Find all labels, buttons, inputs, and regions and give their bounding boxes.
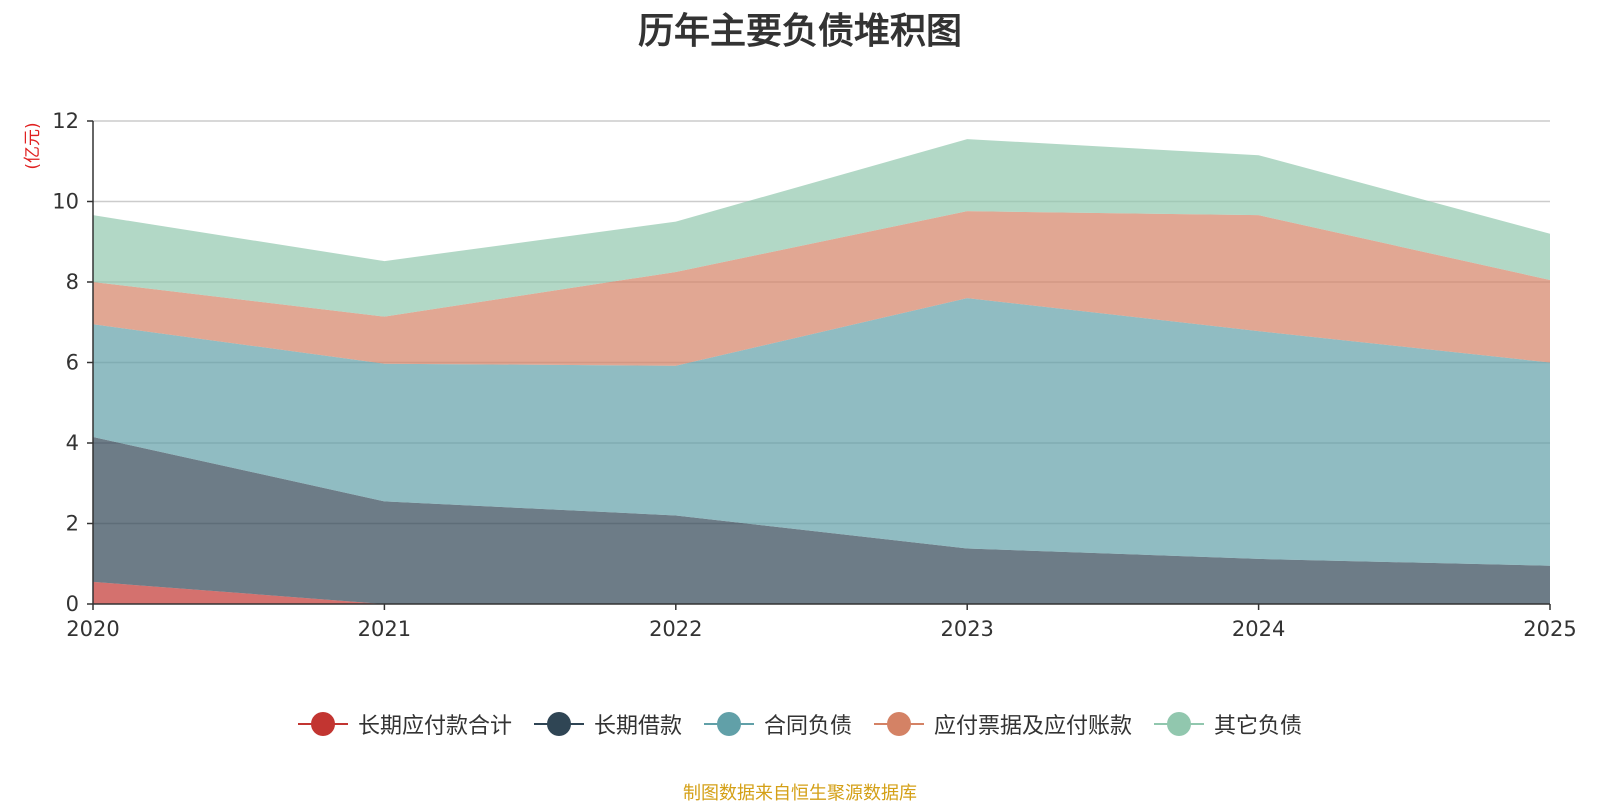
x-tick-label: 2025 <box>1523 617 1576 641</box>
y-tick-label: 12 <box>52 109 79 133</box>
y-tick-label: 8 <box>66 270 79 294</box>
legend-label: 长期借款 <box>593 714 682 739</box>
legend-marker <box>1154 711 1205 737</box>
legend-marker <box>703 711 754 737</box>
legend-item-3[interactable]: 合同负债 <box>703 708 852 740</box>
source-note: 制图数据来自恒生聚源数据库 <box>683 783 917 804</box>
legend-marker <box>874 711 924 737</box>
legend-label: 长期应付款合计 <box>357 714 512 739</box>
legend-marker-dot <box>310 712 335 736</box>
legend-marker <box>297 711 348 737</box>
y-axis-unit-label: (亿元) <box>23 122 43 169</box>
x-tick-label: 2024 <box>1232 617 1285 641</box>
chart-title: 历年主要负债堆积图 <box>637 11 962 52</box>
area-series-5 <box>93 139 1550 317</box>
legend-label: 合同负债 <box>763 714 852 739</box>
x-tick-label: 2021 <box>358 617 411 641</box>
area-series-2 <box>93 436 1550 604</box>
y-tick-label: 0 <box>66 592 79 616</box>
legend-label: 应付票据及应付账款 <box>934 714 1133 739</box>
y-tick-label: 4 <box>66 431 79 455</box>
area-series-3 <box>93 298 1550 566</box>
legend-item-4[interactable]: 应付票据及应付账款 <box>874 708 1132 740</box>
x-tick-label: 2023 <box>940 617 993 641</box>
y-tick-label: 6 <box>66 351 79 375</box>
area-series-4 <box>93 211 1550 366</box>
x-tick-label: 2022 <box>649 617 702 641</box>
axis-labels: 0 2 4 6 8 10 12 2020 2021 2022 2023 2024 2025 (亿元) <box>23 109 1577 641</box>
y-tick-label: 10 <box>52 190 79 214</box>
axes <box>87 120 1551 610</box>
legend-marker-dot <box>1167 712 1192 736</box>
area-series-1 <box>93 581 1550 604</box>
legend-marker <box>533 711 584 737</box>
y-tick-label: 2 <box>66 512 79 536</box>
legend-marker-dot <box>887 712 911 736</box>
legend-label: 其它负债 <box>1214 714 1303 739</box>
x-tick-label: 2020 <box>66 617 119 641</box>
legend-item-2[interactable]: 长期借款 <box>533 708 682 740</box>
area-series <box>93 139 1550 604</box>
legend-marker-dot <box>716 712 741 736</box>
legend-item-1[interactable]: 长期应付款合计 <box>297 708 512 740</box>
legend-item-5[interactable]: 其它负债 <box>1154 708 1302 740</box>
legend: 长期应付款合计 长期借款 合同负债 应付票据及应付账款 其它负债 <box>0 704 1600 744</box>
legend-marker-dot <box>546 712 571 736</box>
